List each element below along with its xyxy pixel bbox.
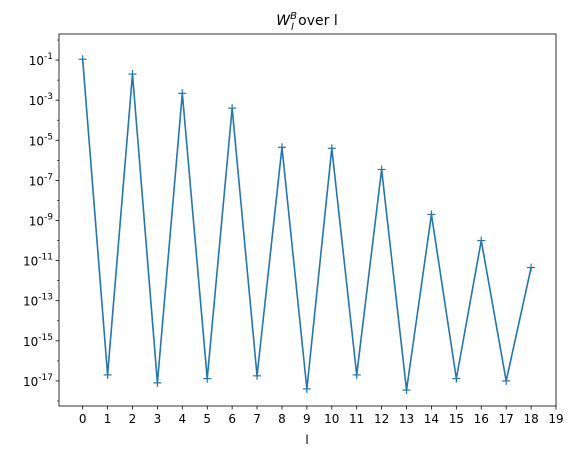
y-tick-label-exponent: -9 — [44, 213, 53, 223]
data-point-10 — [327, 144, 336, 153]
data-point-15 — [452, 374, 461, 383]
y-tick-label-base: 10 — [23, 255, 38, 269]
y-tick-label-exponent: -1 — [44, 52, 53, 62]
x-tick-label-2: 2 — [129, 412, 137, 426]
data-point-5 — [203, 374, 212, 383]
x-tick-label-17: 17 — [499, 412, 514, 426]
y-tick-label-exponent: -17 — [38, 373, 53, 383]
y-tick-label-base: 10 — [29, 54, 44, 68]
x-tick-label-6: 6 — [228, 412, 236, 426]
data-point-4 — [178, 89, 187, 98]
x-tick-label-13: 13 — [399, 412, 414, 426]
y-tick-label-5: 10-11 — [23, 253, 53, 269]
data-point-13 — [402, 386, 411, 395]
y-tick-label-7: 10-15 — [23, 333, 53, 349]
y-tick-label-base: 10 — [23, 375, 38, 389]
y-tick-label-exponent: -7 — [44, 172, 53, 182]
x-tick-label-3: 3 — [154, 412, 162, 426]
data-point-2 — [128, 70, 137, 79]
y-tick-label-base: 10 — [29, 215, 44, 229]
data-point-8 — [277, 143, 286, 152]
x-tick-label-12: 12 — [374, 412, 389, 426]
y-tick-label-3: 10-7 — [29, 172, 53, 188]
chart-title: WB l over l — [276, 11, 338, 33]
x-tick-label-19: 19 — [548, 412, 563, 426]
x-tick-label-9: 9 — [303, 412, 311, 426]
axes-frame — [58, 33, 557, 407]
x-tick-label-18: 18 — [523, 412, 538, 426]
y-tick-label-0: 10-1 — [29, 52, 53, 68]
x-tick-label-10: 10 — [324, 412, 339, 426]
y-tick-label-exponent: -15 — [38, 333, 53, 343]
x-tick-label-16: 16 — [474, 412, 489, 426]
y-tick-label-4: 10-9 — [29, 213, 54, 229]
x-tick-label-14: 14 — [424, 412, 439, 426]
x-tick-label-1: 1 — [104, 412, 112, 426]
x-tick-label-15: 15 — [449, 412, 464, 426]
data-point-14 — [427, 210, 436, 219]
data-point-12 — [377, 165, 386, 174]
y-tick-label-base: 10 — [23, 295, 38, 309]
x-tick-label-5: 5 — [203, 412, 211, 426]
data-point-17 — [502, 376, 511, 385]
y-tick-label-exponent: -5 — [44, 132, 53, 142]
data-point-6 — [228, 104, 237, 113]
data-point-11 — [352, 370, 361, 379]
y-tick-label-base: 10 — [29, 134, 44, 148]
y-tick-label-2: 10-5 — [29, 132, 53, 148]
data-point-1 — [103, 370, 112, 379]
x-tick-label-4: 4 — [178, 412, 186, 426]
y-tick-label-base: 10 — [23, 335, 38, 349]
data-point-3 — [153, 378, 162, 387]
y-tick-label-8: 10-17 — [23, 373, 53, 389]
data-point-7 — [253, 371, 262, 380]
x-tick-label-8: 8 — [278, 412, 286, 426]
y-tick-label-base: 10 — [29, 174, 44, 188]
x-tick-label-7: 7 — [253, 412, 261, 426]
x-tick-label-11: 11 — [349, 412, 364, 426]
y-tick-label-exponent: -11 — [38, 253, 53, 263]
plot-area: 10-110-310-510-710-910-1110-1310-1510-17… — [23, 33, 564, 426]
y-tick-label-1: 10-3 — [29, 92, 53, 108]
data-point-9 — [302, 384, 311, 393]
data-point-0 — [78, 55, 87, 64]
y-tick-label-6: 10-13 — [23, 293, 53, 309]
y-tick-label-base: 10 — [29, 94, 44, 108]
x-tick-label-0: 0 — [79, 412, 87, 426]
data-point-16 — [477, 236, 486, 245]
data-point-18 — [527, 263, 536, 272]
series-line-0 — [81, 59, 532, 391]
y-tick-label-exponent: -3 — [44, 92, 53, 102]
x-axis-label: l — [305, 433, 308, 447]
y-tick-label-exponent: -13 — [38, 293, 53, 303]
